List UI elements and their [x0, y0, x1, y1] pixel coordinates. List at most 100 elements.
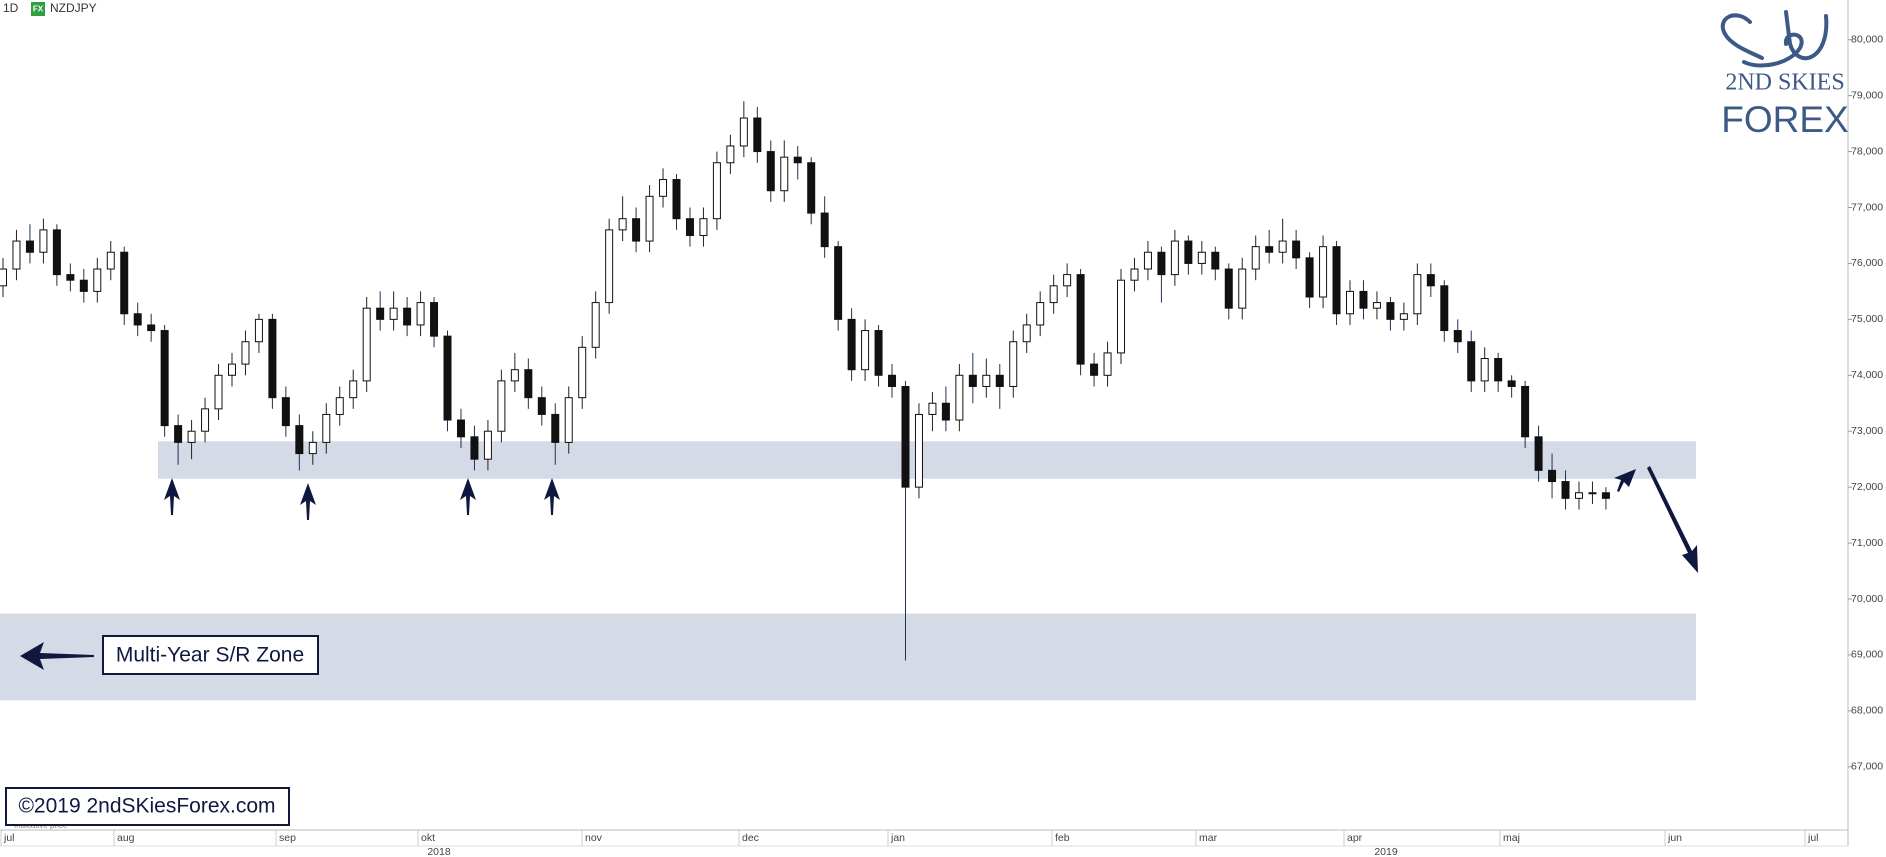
- candle-body: [201, 408, 210, 432]
- candle-body: [1440, 285, 1449, 332]
- candle-body: [968, 374, 977, 387]
- x-tick-label: apr: [1347, 832, 1363, 844]
- x-tick-label: jul: [1807, 832, 1819, 844]
- candle-body: [1224, 268, 1233, 309]
- candle-body: [672, 179, 681, 220]
- candle-body: [632, 218, 641, 242]
- candle-body: [1063, 274, 1072, 287]
- candle-body: [497, 380, 506, 432]
- x-tick-label: mar: [1199, 832, 1218, 844]
- candle-body: [739, 117, 748, 147]
- y-tick-label: 73,000: [1851, 425, 1883, 437]
- interval: 1D: [3, 1, 19, 15]
- left-arrow: [20, 642, 94, 670]
- y-tick-label: 79,000: [1851, 89, 1883, 101]
- candle-body: [1049, 285, 1058, 304]
- candle-body: [1184, 240, 1193, 264]
- candle-body: [834, 246, 843, 320]
- candle-body: [456, 419, 465, 438]
- candle-body: [254, 318, 263, 343]
- candle-body: [52, 229, 61, 276]
- candle-body: [1534, 436, 1543, 471]
- candle-body: [25, 240, 34, 253]
- candle-body: [685, 218, 694, 236]
- y-tick-label: 70,000: [1851, 593, 1883, 605]
- fx-badge: [31, 2, 45, 16]
- candle-body: [322, 413, 331, 443]
- candle-body: [160, 330, 169, 427]
- candle-body: [524, 369, 533, 399]
- candle-body: [1494, 358, 1503, 382]
- x-tick-label: okt: [421, 832, 435, 844]
- candle-body: [861, 330, 870, 371]
- candle-body: [1332, 246, 1341, 315]
- candle-body: [1588, 492, 1597, 495]
- candle-body: [470, 436, 479, 460]
- candle-body: [295, 425, 304, 455]
- candle-body: [1399, 313, 1408, 320]
- candle-body: [147, 324, 156, 332]
- candle-body: [214, 374, 223, 410]
- candle-body: [389, 307, 398, 320]
- y-tick-label: 80,000: [1851, 33, 1883, 45]
- candle-body: [281, 397, 290, 427]
- up-arrow: [544, 478, 560, 515]
- candle-body: [578, 346, 587, 399]
- y-tick-label: 74,000: [1851, 369, 1883, 381]
- candle-body: [591, 302, 600, 348]
- candle-body: [174, 425, 183, 443]
- candle-body: [1157, 251, 1166, 276]
- x-tick-label: maj: [1503, 832, 1520, 844]
- y-tick-label: 67,000: [1851, 761, 1883, 773]
- year-label: 2019: [1374, 846, 1398, 857]
- candle-body: [955, 374, 964, 421]
- logo-line1: 2ND SKIES: [1725, 70, 1844, 96]
- candle-body: [551, 413, 560, 443]
- candle-body: [1467, 341, 1476, 382]
- candle-body: [941, 402, 950, 421]
- x-tick-label: nov: [585, 832, 603, 844]
- candle-body: [1197, 251, 1206, 264]
- y-tick-label: 78,000: [1851, 145, 1883, 157]
- x-tick-label: jan: [890, 832, 905, 844]
- candle-body: [362, 307, 371, 382]
- candle-body: [1265, 246, 1274, 253]
- candle-body: [1090, 363, 1099, 376]
- candle-body: [1480, 358, 1489, 382]
- candle-body: [335, 397, 344, 415]
- candle-body: [308, 441, 317, 455]
- candle-body: [1319, 246, 1328, 298]
- candle-body: [1359, 290, 1368, 309]
- arrows: [20, 466, 1698, 670]
- candle-body: [564, 397, 573, 443]
- x-tick-label: aug: [117, 832, 135, 844]
- candle-body: [12, 240, 21, 270]
- logo-line2: FOREX: [1721, 99, 1848, 140]
- y-tick-label: 76,000: [1851, 257, 1883, 269]
- candle-body: [1036, 302, 1045, 326]
- candle-body: [241, 341, 250, 365]
- candle-body: [807, 162, 816, 214]
- candle-body: [914, 413, 923, 488]
- annotation-box: [102, 635, 319, 675]
- x-tick-label: sep: [279, 832, 296, 844]
- x-tick-label: jul: [3, 832, 15, 844]
- y-tick-label: 68,000: [1851, 705, 1883, 717]
- candle-body: [227, 363, 236, 376]
- candle-body: [699, 218, 708, 236]
- candle-body: [403, 307, 412, 326]
- candle-body: [1574, 492, 1583, 499]
- candle-body: [268, 318, 277, 399]
- candle-body: [1426, 274, 1435, 287]
- candle-body: [133, 313, 142, 326]
- copyright: ©2019 2ndSKiesForex.com: [18, 795, 275, 818]
- candle-body: [66, 274, 75, 281]
- candle-body: [928, 402, 937, 415]
- candle-body: [982, 374, 991, 387]
- candle-body: [726, 145, 735, 164]
- candle-body: [1521, 385, 1530, 438]
- candle-body: [483, 430, 492, 460]
- candle-body: [187, 430, 196, 443]
- candle-body: [349, 380, 358, 399]
- candle-body: [766, 151, 775, 192]
